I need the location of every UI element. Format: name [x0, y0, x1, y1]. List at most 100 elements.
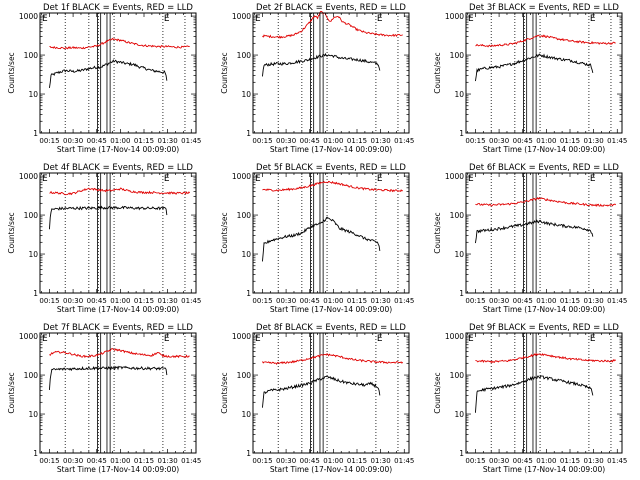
panel-title: Det 1f BLACK = Events, RED = LLD — [43, 3, 193, 13]
x-tick-label: 01:15 — [347, 297, 367, 305]
x-axis-label: Start Time (17-Nov-14 00:09:00) — [57, 145, 179, 154]
y-axis-label: Counts/sec — [220, 372, 229, 413]
x-tick-label: 01:45 — [394, 297, 414, 305]
interval-box — [532, 172, 537, 294]
x-axis-label: Start Time (17-Nov-14 00:09:00) — [483, 305, 605, 314]
x-tick-label: 00:30 — [489, 297, 509, 305]
x-axis-label: Start Time (17-Nov-14 00:09:00) — [57, 465, 179, 474]
y-tick-label: 1 — [459, 289, 464, 298]
x-tick-label: 00:15 — [465, 457, 485, 465]
x-tick-label: 01:45 — [394, 457, 414, 465]
edge-label: E — [590, 174, 596, 184]
x-tick-label: 00:45 — [513, 457, 533, 465]
y-tick-label: 1 — [33, 449, 38, 458]
x-tick-label: 00:15 — [39, 297, 59, 305]
edge-label: E — [590, 14, 596, 24]
series-events-line — [49, 365, 168, 390]
y-tick-label: 1000 — [19, 12, 38, 21]
plot-frame — [252, 172, 410, 294]
x-axis-label: Start Time (17-Nov-14 00:09:00) — [270, 305, 392, 314]
interval-box — [532, 12, 537, 134]
y-tick-label: 10 — [241, 90, 251, 99]
series-lld-line — [262, 180, 403, 193]
x-tick-label: 01:45 — [181, 297, 201, 305]
x-tick-label: 01:00 — [323, 457, 343, 465]
y-tick-label: 10 — [454, 90, 464, 99]
x-tick-label: 00:15 — [252, 137, 272, 145]
x-tick-label: 00:15 — [465, 137, 485, 145]
series-lld-line — [475, 34, 616, 48]
y-tick-label: 100 — [237, 211, 252, 220]
y-tick-label: 1000 — [445, 12, 464, 21]
x-tick-label: 01:30 — [371, 297, 391, 305]
edge-label: E — [468, 174, 474, 184]
y-tick-label: 10 — [28, 250, 38, 259]
edge-label: E — [255, 174, 261, 184]
x-tick-label: 01:15 — [134, 137, 154, 145]
series-events-line — [49, 59, 168, 88]
y-tick-label: 1000 — [232, 12, 251, 21]
x-tick-label: 00:45 — [513, 297, 533, 305]
edge-label: E — [468, 14, 474, 24]
x-tick-label: 01:30 — [584, 137, 604, 145]
x-tick-label: 00:30 — [63, 297, 83, 305]
x-tick-label: 01:00 — [110, 297, 130, 305]
y-tick-label: 10 — [241, 250, 251, 259]
y-tick-label: 100 — [24, 371, 39, 380]
x-tick-label: 00:15 — [252, 457, 272, 465]
x-tick-label: 01:45 — [394, 137, 414, 145]
y-tick-label: 10 — [454, 410, 464, 419]
series-events-line — [262, 52, 381, 77]
panel-title: Det 5f BLACK = Events, RED = LLD — [256, 163, 406, 173]
x-tick-label: 01:00 — [110, 457, 130, 465]
edge-label: E — [468, 334, 474, 344]
x-tick-label: 01:30 — [158, 137, 178, 145]
x-tick-label: 01:00 — [536, 457, 556, 465]
x-tick-label: 01:45 — [607, 457, 627, 465]
plot-frame — [39, 332, 197, 454]
series-events-line — [475, 375, 594, 413]
x-tick-label: 00:45 — [300, 137, 320, 145]
y-tick-label: 1000 — [19, 332, 38, 341]
series-events-line — [262, 375, 381, 408]
y-tick-label: 10 — [241, 410, 251, 419]
edge-label: E — [42, 14, 48, 24]
x-tick-label: 00:15 — [252, 297, 272, 305]
x-tick-label: 01:15 — [134, 297, 154, 305]
interval-box — [319, 172, 324, 294]
x-tick-label: 01:30 — [584, 457, 604, 465]
plot-frame — [39, 172, 197, 294]
x-tick-label: 00:30 — [489, 137, 509, 145]
x-tick-label: 00:30 — [63, 137, 83, 145]
interval-box — [319, 12, 324, 134]
y-tick-label: 100 — [450, 51, 465, 60]
series-events-line — [475, 53, 594, 82]
panel-title: Det 7f BLACK = Events, RED = LLD — [43, 323, 193, 333]
x-tick-label: 01:30 — [158, 457, 178, 465]
interval-box — [319, 332, 324, 454]
x-tick-label: 01:00 — [536, 137, 556, 145]
x-tick-label: 01:30 — [371, 457, 391, 465]
interval-box — [106, 12, 111, 134]
series-lld-line — [49, 37, 190, 50]
x-tick-label: 01:15 — [347, 137, 367, 145]
edge-label: E — [164, 14, 170, 24]
x-tick-label: 00:30 — [276, 457, 296, 465]
x-tick-label: 00:45 — [87, 297, 107, 305]
edge-label: E — [590, 334, 596, 344]
y-tick-label: 10 — [28, 90, 38, 99]
x-tick-label: 00:45 — [87, 457, 107, 465]
y-tick-label: 1 — [33, 289, 38, 298]
y-axis-label: Counts/sec — [433, 52, 442, 93]
y-tick-label: 10 — [454, 250, 464, 259]
y-tick-label: 1 — [246, 129, 251, 138]
x-tick-label: 00:30 — [489, 457, 509, 465]
panel-title: Det 8f BLACK = Events, RED = LLD — [256, 323, 406, 333]
series-lld-line — [262, 353, 404, 365]
x-tick-label: 01:30 — [371, 137, 391, 145]
plot-frame — [465, 332, 623, 454]
